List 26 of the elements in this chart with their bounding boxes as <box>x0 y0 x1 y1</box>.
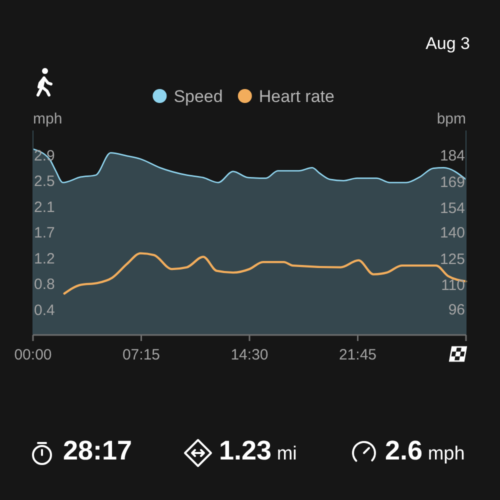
x-tick-label: 07:15 <box>122 346 160 364</box>
y2-tick-label: 96 <box>448 302 465 319</box>
y2-tick-label: 154 <box>440 200 465 218</box>
y-tick-label: 2.1 <box>34 198 55 216</box>
legend-label: Heart rate <box>258 86 334 106</box>
legend-label: Speed <box>174 86 223 106</box>
text: 28:17 <box>63 436 132 466</box>
y2-tick-label: 184 <box>440 148 465 165</box>
y-tick-label: 0.4 <box>34 302 55 319</box>
y2-tick-label: 110 <box>441 277 465 294</box>
x-tick-label: 00:00 <box>14 346 52 364</box>
x-tick-label: 14:30 <box>230 346 268 364</box>
y2-axis-title: bpm <box>436 110 466 128</box>
text: Aug 3 <box>426 34 470 53</box>
text: 1.23 mi <box>219 436 297 466</box>
y-axis-title: mph <box>33 110 62 128</box>
y-tick-label: 1.7 <box>34 224 55 242</box>
y-tick-label: 2.5 <box>34 172 55 190</box>
y-tick-label: 1.2 <box>34 250 55 268</box>
y2-tick-label: 140 <box>440 224 465 242</box>
y-tick-label: 0.8 <box>34 276 55 293</box>
text: 2.6 mph <box>385 436 465 466</box>
y2-tick-label: 125 <box>440 250 465 268</box>
line-series <box>63 252 468 295</box>
x-tick-label: 21:45 <box>338 346 377 364</box>
y2-tick-label: 169 <box>440 174 465 191</box>
